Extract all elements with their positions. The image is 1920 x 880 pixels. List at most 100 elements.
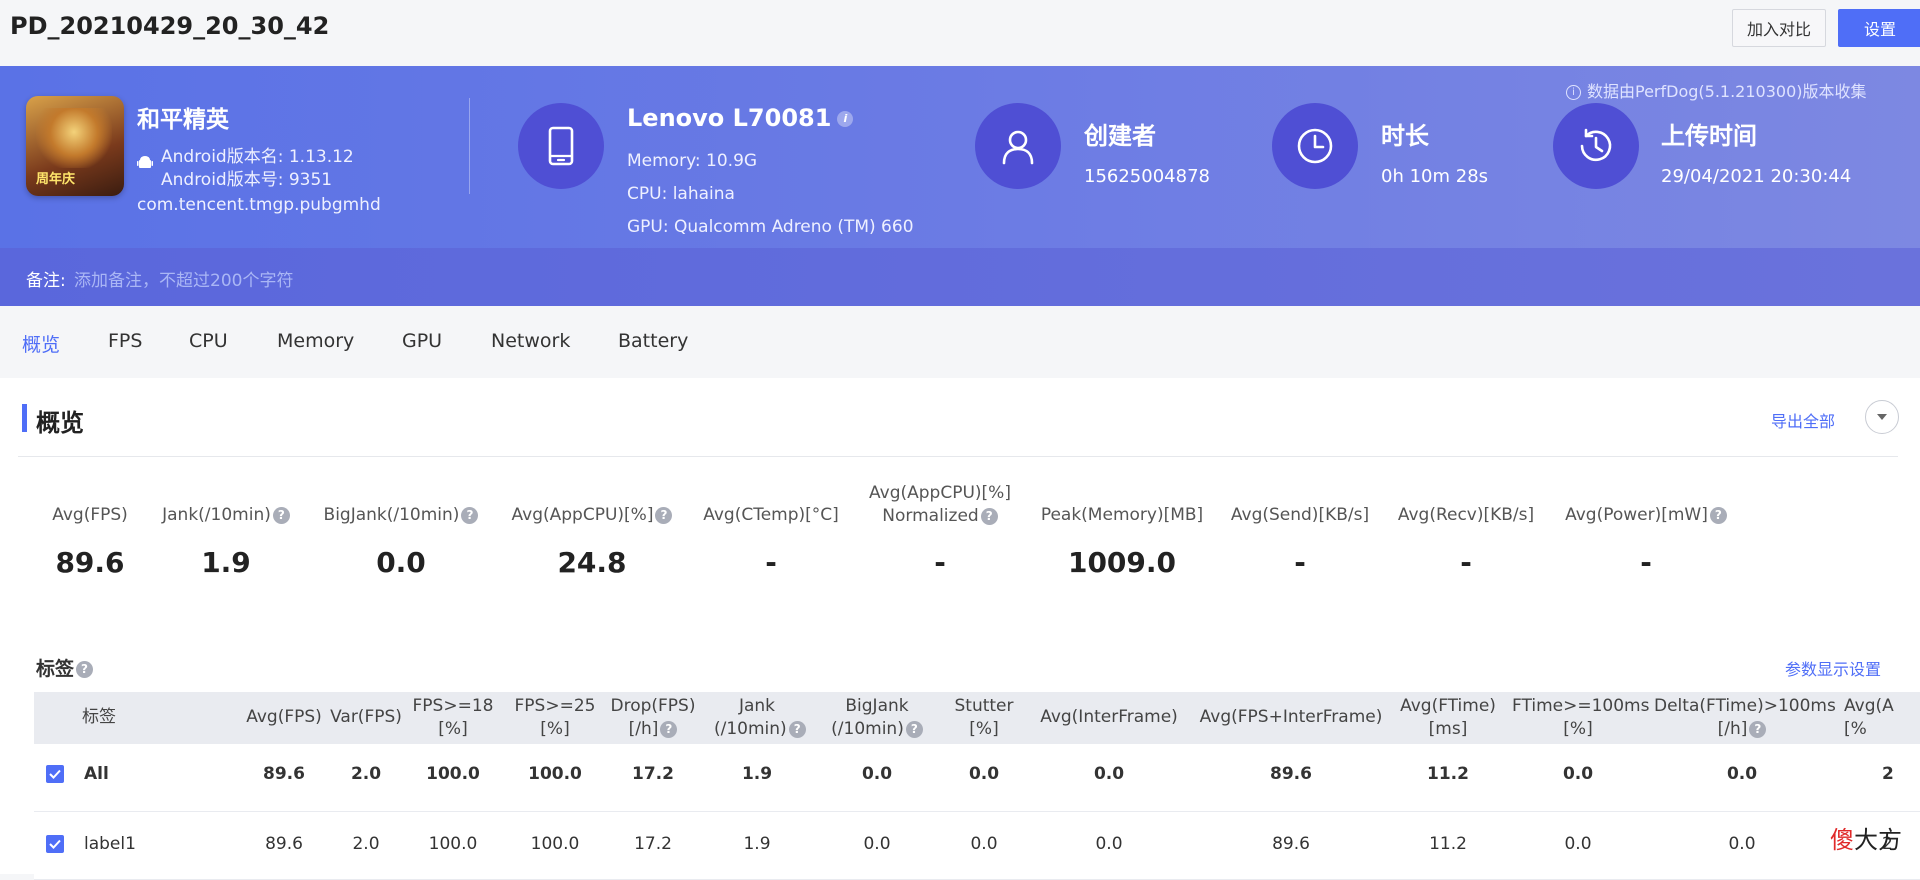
watermark-black: 大方 [1854,826,1902,854]
add-compare-button[interactable]: 加入对比 [1732,9,1826,47]
android-icon [137,156,153,168]
cell-var-fps: 2.0 [352,834,380,854]
page-title: PD_20210429_20_30_42 [10,12,330,40]
metric-label: Avg(AppCPU)[%] Normalized? [860,482,1020,528]
help-icon[interactable]: ? [1749,720,1767,738]
cell-jank: 1.9 [743,834,771,854]
app-package: com.tencent.tmgp.pubgmhd [137,195,381,215]
tab-cpu[interactable]: CPU [189,330,228,352]
col-drop-line2-row: [/h]? [610,718,696,741]
col-fps25-line1: FPS>=25 [514,696,596,716]
app-version-code: Android版本号: 9351 [161,170,333,190]
export-all-link[interactable]: 导出全部 [1771,412,1836,431]
cell-avg-ftime: 11.2 [1427,764,1469,784]
help-icon[interactable]: ? [980,507,998,525]
labels-title: 标签? [36,654,94,681]
device-name-row: Lenovo L70081 i [627,104,854,132]
col-ftime100-line1: FTime>=100ms [1512,696,1650,716]
metric-label-line2: Normalized [882,506,979,526]
col-fps18-line1: FPS>=18 [412,696,494,716]
app-icon-art [36,108,112,168]
tab-fps[interactable]: FPS [108,330,143,352]
tab-battery[interactable]: Battery [618,330,689,352]
tab-network[interactable]: Network [491,330,571,352]
section-accent [22,404,27,432]
col-jank-line1: Jank [738,696,776,716]
row-checkbox[interactable] [46,765,64,783]
labels-title-text: 标签 [36,658,75,680]
metric-value: 1.9 [201,546,251,579]
col-drop-line2: [/h] [628,719,659,739]
help-icon[interactable]: ? [660,720,678,738]
col-var-fps: Var(FPS) [330,707,402,727]
check-icon [49,769,61,779]
metric-label: Avg(CTemp)[°C] [703,505,839,525]
metric-value: - [1640,546,1652,579]
help-icon[interactable]: ? [461,506,479,524]
section-title: 概览 [36,409,84,437]
top-bar: PD_20210429_20_30_42 加入对比 设置 [0,0,1920,66]
help-icon[interactable]: ? [788,720,806,738]
section-divider [18,456,1898,457]
col-jank-line2-row: (/10min)? [714,718,806,741]
duration-value: 0h 10m 28s [1381,166,1489,187]
tab-overview[interactable]: 概览 [22,334,61,356]
col-avg-fps: Avg(FPS) [246,707,322,727]
check-icon [49,839,61,849]
col-delta-line2-row: [/h]? [1654,718,1830,741]
cell-bigjank: 0.0 [861,764,893,784]
metric-label-text: BigJank(/10min) [323,505,460,525]
device-name: Lenovo L70081 [627,104,832,132]
banner-divider [469,98,470,194]
metric-value: - [934,546,946,579]
caret-down-icon [1877,414,1887,420]
help-icon[interactable]: ? [76,661,94,678]
col-delta-line2: [/h] [1717,719,1748,739]
device-cpu: CPU: lahaina [627,184,735,204]
row-checkbox[interactable] [46,835,64,853]
col-avg-truncated: Avg(A [% [1844,695,1894,741]
device-info-icon[interactable]: i [837,111,854,127]
metric-label-line2-row: Normalized? [860,505,1020,528]
creator-title: 创建者 [1084,122,1156,150]
col-fps25-line2: [%] [540,719,570,739]
col-ftime100-line2: [%] [1563,719,1593,739]
param-settings-link[interactable]: 参数显示设置 [1785,660,1882,679]
cell-avg-fps: 89.6 [265,834,303,854]
app-version-name: Android版本名: 1.13.12 [161,147,354,167]
duration-icon-circle [1272,103,1358,189]
app-icon: 周年庆 [26,96,124,196]
col-stutter: Stutter [%] [952,695,1016,741]
cell-avg-fps-interframe: 89.6 [1272,834,1310,854]
metric-value: 24.8 [557,546,627,579]
note-input[interactable]: 添加备注，不超过200个字符 [74,271,294,291]
history-icon [1580,128,1612,162]
overview-panel: 概览 导出全部 Avg(FPS) 89.6 Jank(/10min)? 1.9 … [0,378,1920,880]
tab-bar: 概览 FPS CPU Memory GPU Network Battery [0,306,1920,376]
note-label: 备注: [26,271,66,291]
watermark-red: 傻 [1830,826,1854,854]
help-icon[interactable]: ? [272,506,290,524]
help-icon[interactable]: ? [1709,506,1727,524]
source-note: i 数据由PerfDog(5.1.210300)版本收集 [1566,78,1867,102]
settings-button[interactable]: 设置 [1838,9,1920,47]
tab-gpu[interactable]: GPU [402,330,443,352]
cell-avg-truncated: 2 [1882,764,1894,784]
info-icon: i [1566,85,1581,100]
col-delta-ftime: Delta(FTime)>100ms [/h]? [1654,695,1836,741]
help-icon[interactable]: ? [905,720,923,738]
col-avg-interframe: Avg(InterFrame) [1040,707,1178,727]
note-bar: 备注: 添加备注，不超过200个字符 [0,248,1920,306]
table-row: All 89.6 2.0 100.0 100.0 17.2 1.9 0.0 0.… [34,744,1920,812]
cell-jank: 1.9 [741,764,773,784]
help-icon[interactable]: ? [655,506,673,524]
metric-value: 0.0 [376,546,426,579]
metric-label: BigJank(/10min)? [318,504,484,527]
cell-ftime100: 0.0 [1564,834,1592,854]
metric-label: Avg(Recv)[KB/s] [1397,505,1535,525]
tab-memory[interactable]: Memory [277,330,355,352]
cell-avg-truncated: 2 [1882,834,1893,854]
collapse-button[interactable] [1865,400,1899,434]
cell-avg-interframe: 0.0 [1095,834,1123,854]
col-fps18: FPS>=18 [%] [408,695,498,741]
